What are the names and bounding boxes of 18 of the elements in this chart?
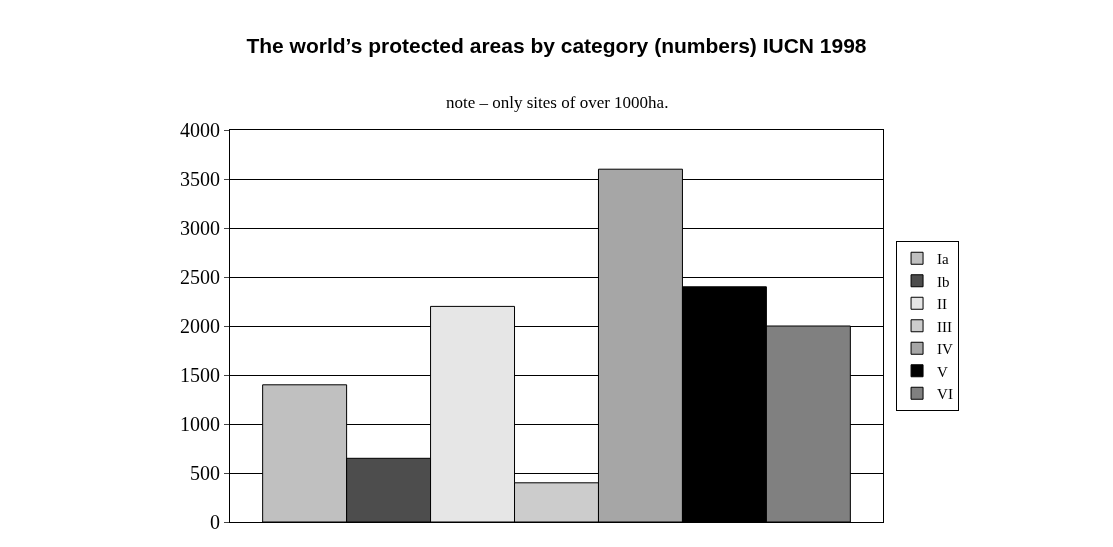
y-tick-label: 4000	[180, 119, 220, 141]
legend-label: VI	[937, 386, 953, 403]
y-tick-label: 3000	[180, 217, 220, 239]
legend-label: Ib	[937, 273, 950, 290]
y-tick-label: 3500	[180, 168, 220, 190]
chart-subtitle: note – only sites of over 1000ha.	[446, 93, 669, 112]
legend-label: III	[937, 318, 953, 335]
legend-label: IV	[937, 341, 954, 358]
chart-title: The world’s protected areas by category (numbers) IUCN 1998	[246, 33, 867, 57]
y-tick-label: 1500	[180, 364, 220, 386]
y-tick-label: 2000	[180, 315, 220, 337]
legend-label: II	[937, 296, 948, 313]
legend-label: Ia	[937, 251, 950, 268]
y-tick-label: 500	[190, 462, 220, 484]
y-tick-label: 1000	[180, 413, 220, 435]
y-tick-label: 2500	[180, 266, 220, 288]
legend-label: V	[937, 363, 949, 380]
y-tick-label: 0	[210, 511, 220, 533]
